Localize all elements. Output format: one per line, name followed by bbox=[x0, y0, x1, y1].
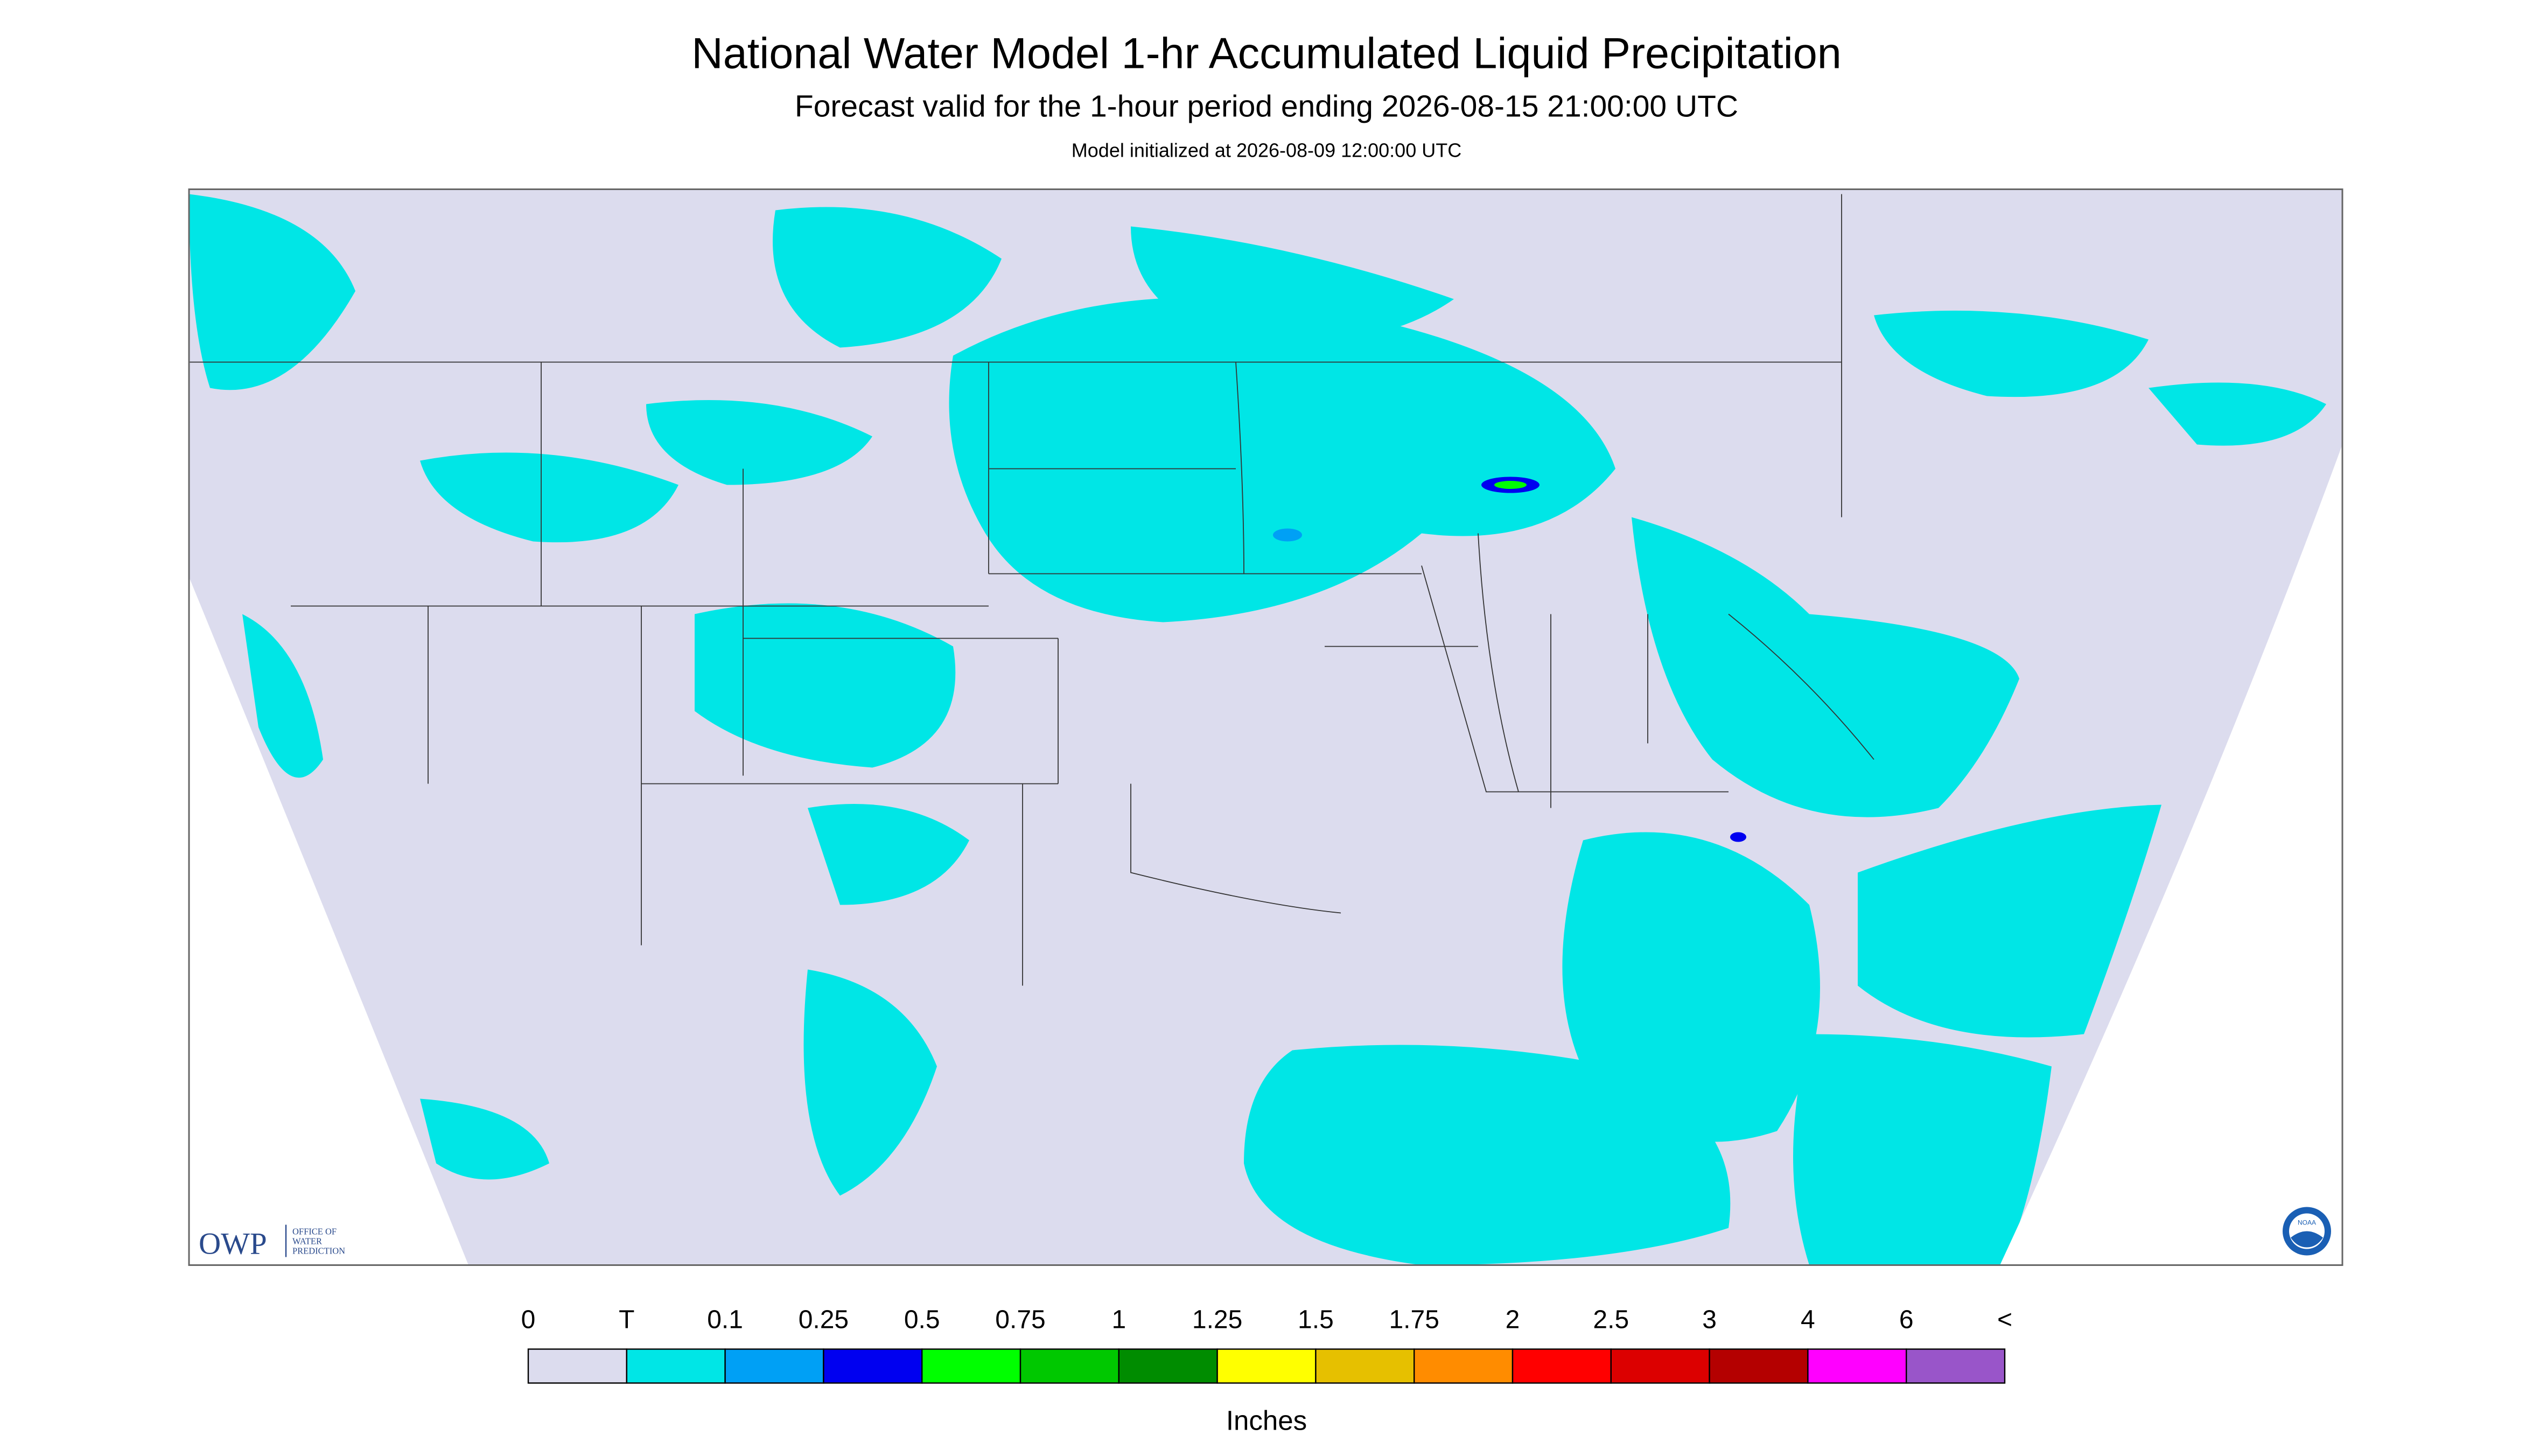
legend-swatch bbox=[1807, 1348, 1907, 1384]
legend-label: 1.75 bbox=[1389, 1306, 1439, 1334]
subtitle: Forecast valid for the 1-hour period end… bbox=[795, 89, 1738, 124]
legend-swatch bbox=[1216, 1348, 1317, 1384]
owp-text-line: OFFICE OF bbox=[292, 1227, 337, 1237]
legend-label: 1 bbox=[1111, 1306, 1126, 1334]
legend-label: 0.75 bbox=[995, 1306, 1045, 1334]
legend-label: 0 bbox=[521, 1306, 536, 1334]
legend-swatch bbox=[1905, 1348, 2006, 1384]
legend-label: 2 bbox=[1506, 1306, 1520, 1334]
legend-label: 2.5 bbox=[1593, 1306, 1629, 1334]
legend-swatch bbox=[527, 1348, 628, 1384]
owp-text-line: PREDICTION bbox=[292, 1246, 345, 1256]
legend-swatch bbox=[724, 1348, 824, 1384]
legend-swatch bbox=[1414, 1348, 1514, 1384]
legend-swatch bbox=[921, 1348, 1021, 1384]
legend-swatch bbox=[1315, 1348, 1415, 1384]
legend-label: 0.5 bbox=[904, 1306, 940, 1334]
title: National Water Model 1-hr Accumulated Li… bbox=[691, 30, 1842, 78]
legend-label: T bbox=[619, 1306, 634, 1334]
legend-label: 3 bbox=[1702, 1306, 1717, 1334]
legend-swatch bbox=[1512, 1348, 1612, 1384]
color-legend: 0 T 0.1 0.25 0.5 0.75 1 1.25 1.5 1.75 2 2.5 3 4 6 < bbox=[521, 1306, 2012, 1384]
legend-swatch bbox=[1118, 1348, 1218, 1384]
owp-text-line: WATER bbox=[292, 1236, 322, 1247]
legend-label: < bbox=[1997, 1306, 2012, 1334]
legend-label: 4 bbox=[1801, 1306, 1815, 1334]
legend-swatch bbox=[1709, 1348, 1809, 1384]
legend-swatch bbox=[1019, 1348, 1120, 1384]
noaa-logo: NOAA bbox=[2298, 1219, 2316, 1227]
legend-label: 1.25 bbox=[1192, 1306, 1242, 1334]
legend-swatch bbox=[626, 1348, 726, 1384]
legend-label: 0.25 bbox=[799, 1306, 849, 1334]
legend-label: 0.1 bbox=[707, 1306, 743, 1334]
legend-label: 1.5 bbox=[1298, 1306, 1334, 1334]
owp-logo: OWP bbox=[199, 1227, 267, 1261]
legend-swatch bbox=[1610, 1348, 1710, 1384]
init-time: Model initialized at 2026-08-09 12:00:00… bbox=[1072, 139, 1461, 162]
legend-unit: Inches bbox=[1226, 1405, 1307, 1436]
legend-label: 6 bbox=[1899, 1306, 1914, 1334]
legend-swatch bbox=[823, 1348, 923, 1384]
